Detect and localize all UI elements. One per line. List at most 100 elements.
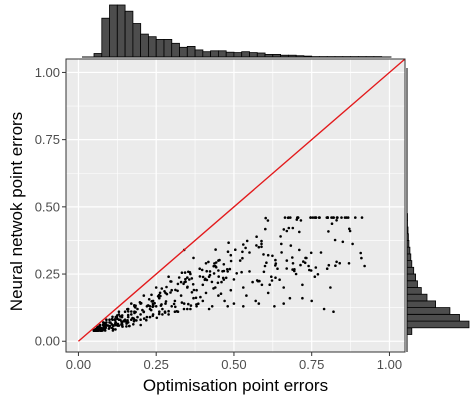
data-point xyxy=(359,252,362,255)
data-point xyxy=(108,327,111,330)
data-point xyxy=(254,300,257,303)
data-point xyxy=(132,317,135,320)
data-point xyxy=(220,292,223,295)
data-point xyxy=(152,315,155,318)
data-point xyxy=(180,281,183,284)
data-point xyxy=(119,315,122,318)
data-point xyxy=(263,271,266,274)
data-point xyxy=(176,310,179,313)
data-point xyxy=(167,310,170,313)
data-point xyxy=(128,325,131,328)
y-tick-label: 0.00 xyxy=(35,334,60,349)
data-point xyxy=(161,287,164,290)
data-point xyxy=(308,269,311,272)
top-hist-bar xyxy=(141,34,149,57)
data-point xyxy=(182,283,185,286)
data-point xyxy=(136,308,139,311)
data-point xyxy=(149,316,152,319)
data-point xyxy=(146,304,149,307)
right-hist-bar xyxy=(407,254,411,261)
data-point xyxy=(292,227,295,230)
data-point xyxy=(296,218,299,221)
data-point xyxy=(141,309,144,312)
data-point xyxy=(191,291,194,294)
data-point xyxy=(207,261,210,264)
data-point xyxy=(278,278,281,281)
data-point xyxy=(148,298,151,301)
data-point xyxy=(265,261,268,264)
data-point xyxy=(230,260,233,263)
data-point xyxy=(261,284,264,287)
data-point xyxy=(145,319,148,322)
data-point xyxy=(152,305,155,308)
top-hist-bar xyxy=(203,52,211,57)
data-point xyxy=(133,320,136,323)
top-hist-bar xyxy=(180,47,188,57)
data-point xyxy=(217,275,220,278)
data-point xyxy=(360,257,363,260)
data-point xyxy=(160,303,163,306)
data-point xyxy=(173,303,176,306)
data-point xyxy=(315,266,318,269)
data-point xyxy=(163,290,166,293)
data-point xyxy=(276,267,279,270)
data-point xyxy=(305,257,308,260)
data-point xyxy=(292,262,295,265)
data-point xyxy=(116,317,119,320)
data-point xyxy=(170,280,173,283)
data-point xyxy=(328,264,331,267)
data-point xyxy=(130,302,133,305)
data-point xyxy=(347,216,350,219)
data-point xyxy=(267,292,270,295)
data-point xyxy=(251,281,254,284)
data-point xyxy=(287,217,290,220)
top-hist-bar xyxy=(172,43,180,57)
data-point xyxy=(159,292,162,295)
data-point xyxy=(255,235,258,238)
data-point xyxy=(192,283,195,286)
data-point xyxy=(166,293,169,296)
data-point xyxy=(94,329,97,332)
data-point xyxy=(178,276,181,279)
data-point xyxy=(211,305,214,308)
data-point xyxy=(349,230,352,233)
data-point xyxy=(155,305,158,308)
top-hist-bar xyxy=(148,37,156,57)
data-point xyxy=(132,323,135,326)
data-point xyxy=(158,310,161,313)
data-point xyxy=(123,320,126,323)
data-point xyxy=(338,262,341,265)
data-point xyxy=(227,241,230,244)
y-tick-label: 0.25 xyxy=(35,267,60,282)
y-tick-label: 1.00 xyxy=(35,65,60,80)
data-point xyxy=(283,228,286,231)
data-point xyxy=(226,305,229,308)
data-point xyxy=(158,313,161,316)
data-point xyxy=(299,264,302,267)
data-point xyxy=(354,216,357,219)
data-point xyxy=(348,262,351,265)
data-point xyxy=(103,322,106,325)
data-point xyxy=(181,301,184,304)
data-point xyxy=(248,270,251,273)
data-point xyxy=(143,317,146,320)
data-point xyxy=(314,275,317,278)
data-point xyxy=(150,309,153,312)
data-point xyxy=(150,294,153,297)
data-point xyxy=(119,319,122,322)
data-point xyxy=(260,240,263,243)
data-point xyxy=(335,261,338,264)
data-point xyxy=(212,265,215,268)
data-point xyxy=(267,219,270,222)
x-tick-label: 0.25 xyxy=(144,357,169,372)
data-point xyxy=(183,308,186,311)
top-marginal-histogram xyxy=(82,5,391,57)
top-hist-bar xyxy=(226,52,234,57)
data-point xyxy=(298,231,301,234)
data-point xyxy=(195,289,198,292)
top-hist-bar xyxy=(257,53,265,57)
data-point xyxy=(290,244,293,247)
data-point xyxy=(199,296,202,299)
data-point xyxy=(150,300,153,303)
